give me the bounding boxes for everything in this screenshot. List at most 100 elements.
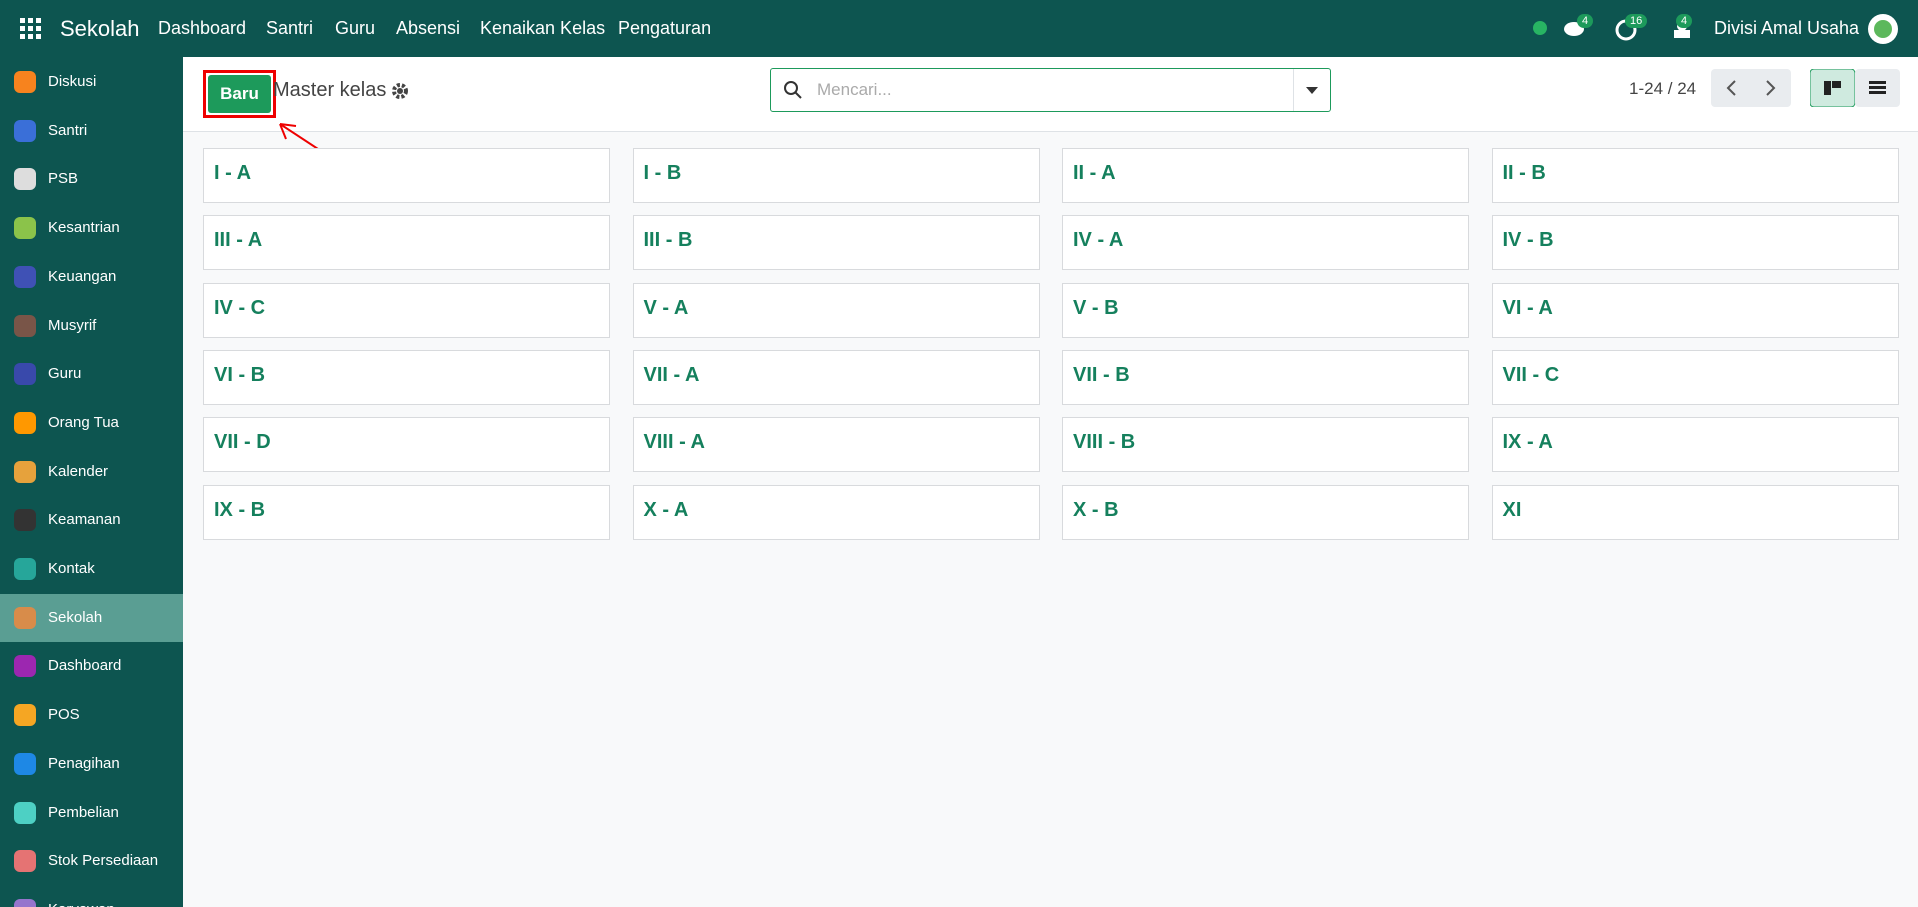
kanban-card[interactable]: V - A xyxy=(632,282,1040,338)
card-title: II - A xyxy=(1073,162,1116,184)
card-title: V - A xyxy=(643,296,689,319)
card-title: VII - A xyxy=(643,363,700,386)
card-title: I - A xyxy=(214,162,252,184)
sidebar-item[interactable]: Keuangan xyxy=(0,253,183,301)
kanban-card[interactable]: I - A xyxy=(203,148,610,203)
card-title: VII - D xyxy=(214,431,271,454)
sidebar-icon xyxy=(14,606,36,629)
kanban-card[interactable]: XI xyxy=(1491,484,1899,540)
card-title: IV - A xyxy=(1073,229,1124,252)
kanban-card[interactable]: VI - B xyxy=(203,349,610,405)
sidebar-item[interactable]: PSB xyxy=(0,155,183,203)
kanban-card[interactable]: VII - B xyxy=(1062,349,1469,405)
search-box[interactable]: Mencari... xyxy=(770,68,1331,112)
card-title: VIII - A xyxy=(643,431,705,454)
card-title: III - A xyxy=(214,229,263,252)
sidebar-label: Santri xyxy=(48,121,88,139)
sidebar-label: Orang Tua xyxy=(48,413,119,431)
sidebar-item[interactable]: Santri xyxy=(0,107,183,155)
sidebar-item[interactable]: Dashboard xyxy=(0,642,183,690)
card-title: IX - A xyxy=(1502,431,1553,454)
sidebar-item[interactable]: Pembelian xyxy=(0,789,183,837)
dropdown-toggle[interactable] xyxy=(1305,85,1319,95)
sidebar-icon xyxy=(14,363,36,386)
kanban-card[interactable]: III - A xyxy=(203,215,610,271)
menu-item[interactable]: Pengaturan xyxy=(618,18,712,38)
card-title: IV - C xyxy=(214,296,266,319)
kanban-card[interactable]: VII - C xyxy=(1491,349,1899,405)
sidebar-item[interactable]: Kesantrian xyxy=(0,204,183,252)
gear-icon[interactable] xyxy=(391,82,409,100)
new-button[interactable]: Baru xyxy=(208,75,271,113)
sidebar-label: Dashboard xyxy=(48,657,122,675)
menu-item[interactable]: Dashboard xyxy=(158,18,247,38)
breadcrumb: Master kelas xyxy=(273,79,387,101)
sidebar-label: Pembelian xyxy=(48,803,119,821)
sidebar-item[interactable]: Orang Tua xyxy=(0,399,183,447)
sidebar-item[interactable]: Sekolah xyxy=(0,593,183,642)
kanban-card[interactable]: VIII - A xyxy=(632,417,1040,473)
kanban-card[interactable]: X - A xyxy=(632,484,1040,540)
kanban-card[interactable]: VII - A xyxy=(632,349,1040,405)
divider xyxy=(1293,69,1294,111)
kanban-card[interactable]: IV - C xyxy=(203,282,610,338)
kanban-card[interactable]: IV - B xyxy=(1491,215,1899,271)
menu-item[interactable]: Santri xyxy=(266,18,314,38)
kanban-card[interactable]: IX - A xyxy=(1491,417,1899,473)
menu-item[interactable]: Absensi xyxy=(396,18,461,38)
control-panel: Baru Master kelas Mencari... 1-24 / 24 xyxy=(183,57,1918,132)
sidebar-item[interactable]: Karyawan xyxy=(0,886,183,907)
sidebar-item[interactable]: Musyrif xyxy=(0,302,183,350)
sidebar-icon xyxy=(14,460,36,483)
sidebar-item[interactable]: POS xyxy=(0,691,183,739)
sidebar-label: Keuangan xyxy=(48,267,117,285)
view-switcher[interactable] xyxy=(1810,69,1900,107)
sidebar-item[interactable]: Kontak xyxy=(0,545,183,593)
sidebar-label: Kesantrian xyxy=(48,219,120,237)
pager-buttons[interactable] xyxy=(1711,69,1791,107)
sidebar-icon xyxy=(14,655,36,678)
user-name[interactable]: Divisi Amal Usaha xyxy=(1714,18,1860,38)
sidebar-item[interactable]: Stok Persediaan xyxy=(0,837,183,885)
badge: 4 xyxy=(1676,14,1693,28)
kanban-card[interactable]: X - B xyxy=(1062,484,1469,540)
card-title: III - B xyxy=(643,229,693,252)
brand[interactable]: Sekolah xyxy=(60,16,140,41)
kanban-card[interactable]: IX - B xyxy=(203,484,610,540)
kanban-card[interactable]: VIII - B xyxy=(1062,417,1469,473)
sidebar-item[interactable]: Guru xyxy=(0,350,183,398)
sidebar-icon xyxy=(14,558,36,580)
kanban-card[interactable]: I - B xyxy=(632,148,1040,203)
kanban-card[interactable]: II - B xyxy=(1491,148,1899,203)
card-title: VIII - B xyxy=(1073,431,1136,454)
sidebar-label: Musyrif xyxy=(48,316,97,334)
sidebar-item[interactable]: Keamanan xyxy=(0,496,183,544)
card-title: XI xyxy=(1502,498,1522,521)
sidebar-label: Kalender xyxy=(48,462,109,480)
badge: 16 xyxy=(1625,14,1648,28)
kanban-card[interactable]: VII - D xyxy=(203,417,610,473)
badge: 4 xyxy=(1577,14,1594,28)
card-title: VI - A xyxy=(1502,296,1553,319)
menu-item[interactable]: Guru xyxy=(335,18,376,38)
kanban-card[interactable]: III - B xyxy=(632,215,1040,271)
kanban-card[interactable]: II - A xyxy=(1062,148,1469,203)
menu-item[interactable]: Kenaikan Kelas xyxy=(480,18,606,38)
avatar[interactable] xyxy=(1867,13,1899,45)
sidebar-icon xyxy=(14,801,36,824)
sidebar-icon xyxy=(14,752,36,775)
kanban-card[interactable]: VI - A xyxy=(1491,282,1899,338)
sidebar-icon xyxy=(14,265,36,288)
sidebar-item[interactable]: Diskusi xyxy=(0,58,183,106)
sidebar-label: Keamanan xyxy=(48,511,121,529)
sidebar-item[interactable]: Penagihan xyxy=(0,740,183,788)
card-title: IX - B xyxy=(214,498,266,521)
kanban-card[interactable]: IV - A xyxy=(1062,215,1469,271)
card-title: VI - B xyxy=(214,363,266,386)
sidebar-item[interactable]: Kalender xyxy=(0,448,183,496)
sidebar-label: Karyawan xyxy=(48,901,115,907)
sidebar: Diskusi Santri PSB Kesantrian Keuangan Musyri… xyxy=(0,57,183,907)
kanban-card[interactable]: V - B xyxy=(1062,282,1469,338)
apps-icon[interactable] xyxy=(20,18,41,39)
